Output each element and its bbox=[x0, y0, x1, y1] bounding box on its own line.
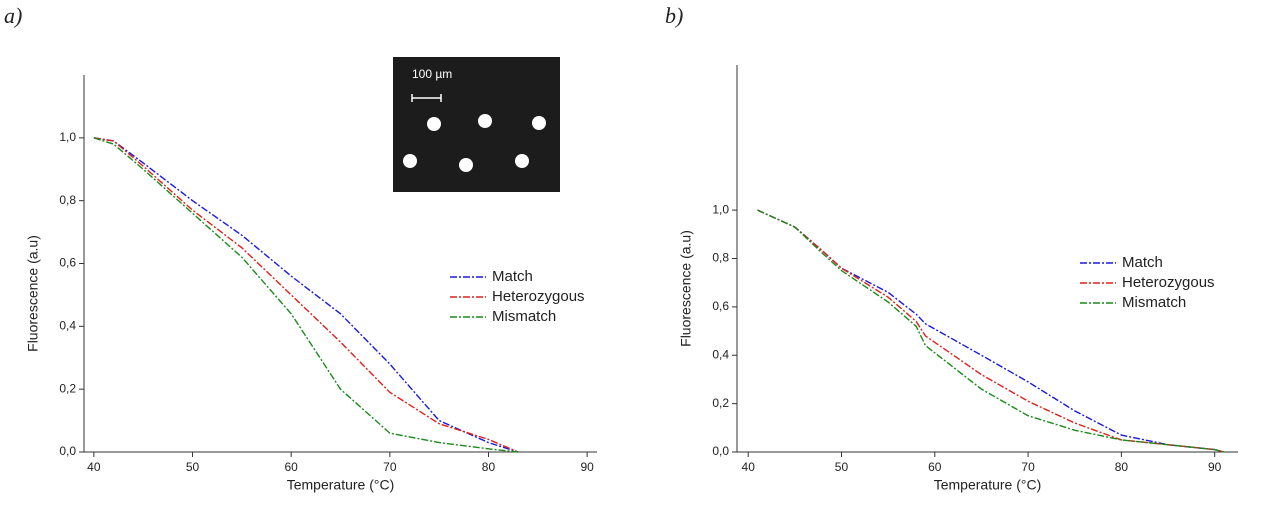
y-tick-label: 0,2 bbox=[712, 396, 729, 410]
data-line bbox=[757, 209, 1225, 453]
x-tick-label: 60 bbox=[284, 460, 298, 474]
x-tick-label: 80 bbox=[482, 460, 496, 474]
x-tick-label: 90 bbox=[580, 460, 594, 474]
x-axis-title: Temperature (°C) bbox=[934, 477, 1042, 493]
y-tick-label: 0,8 bbox=[59, 193, 76, 207]
legend-label: Mismatch bbox=[1122, 294, 1186, 311]
y-tick-label: 0,4 bbox=[712, 347, 729, 361]
x-tick-label: 80 bbox=[1115, 460, 1129, 474]
legend-label: Match bbox=[1122, 254, 1163, 271]
y-tick-label: 0,6 bbox=[712, 299, 729, 313]
x-tick-label: 50 bbox=[186, 460, 200, 474]
x-tick-label: 50 bbox=[835, 460, 849, 474]
y-tick-label: 0,4 bbox=[59, 319, 76, 333]
y-tick-label: 0,0 bbox=[712, 444, 729, 458]
x-axis-title: Temperature (°C) bbox=[287, 477, 395, 493]
scale-label: 100 µm bbox=[412, 67, 452, 81]
legend-label: Heterozygous bbox=[492, 288, 585, 305]
x-tick-label: 70 bbox=[383, 460, 397, 474]
y-tick-label: 0,2 bbox=[59, 381, 76, 395]
y-tick-label: 0,8 bbox=[712, 251, 729, 265]
legend-label: Heterozygous bbox=[1122, 274, 1215, 291]
data-line bbox=[757, 209, 1225, 453]
y-tick-label: 1,0 bbox=[712, 202, 729, 216]
y-tick-label: 0,6 bbox=[59, 256, 76, 270]
x-tick-label: 40 bbox=[87, 460, 101, 474]
y-tick-label: 0,0 bbox=[59, 444, 76, 458]
data-line bbox=[93, 137, 519, 453]
x-tick-label: 40 bbox=[742, 460, 756, 474]
data-line bbox=[757, 209, 1225, 453]
legend-label: Mismatch bbox=[492, 308, 556, 325]
y-tick-label: 1,0 bbox=[59, 130, 76, 144]
legend-label: Match bbox=[492, 268, 533, 285]
data-line bbox=[93, 137, 519, 453]
x-tick-label: 90 bbox=[1208, 460, 1222, 474]
panel-label: b) bbox=[665, 3, 683, 28]
data-line bbox=[93, 137, 519, 453]
panel-label: a) bbox=[4, 3, 22, 28]
y-axis-title: Fluorescence (a.u) bbox=[678, 230, 694, 347]
y-axis-title: Fluorescence (a.u) bbox=[25, 235, 41, 352]
inset-image: 100 µm bbox=[393, 57, 560, 192]
x-tick-label: 60 bbox=[928, 460, 942, 474]
x-tick-label: 70 bbox=[1021, 460, 1035, 474]
